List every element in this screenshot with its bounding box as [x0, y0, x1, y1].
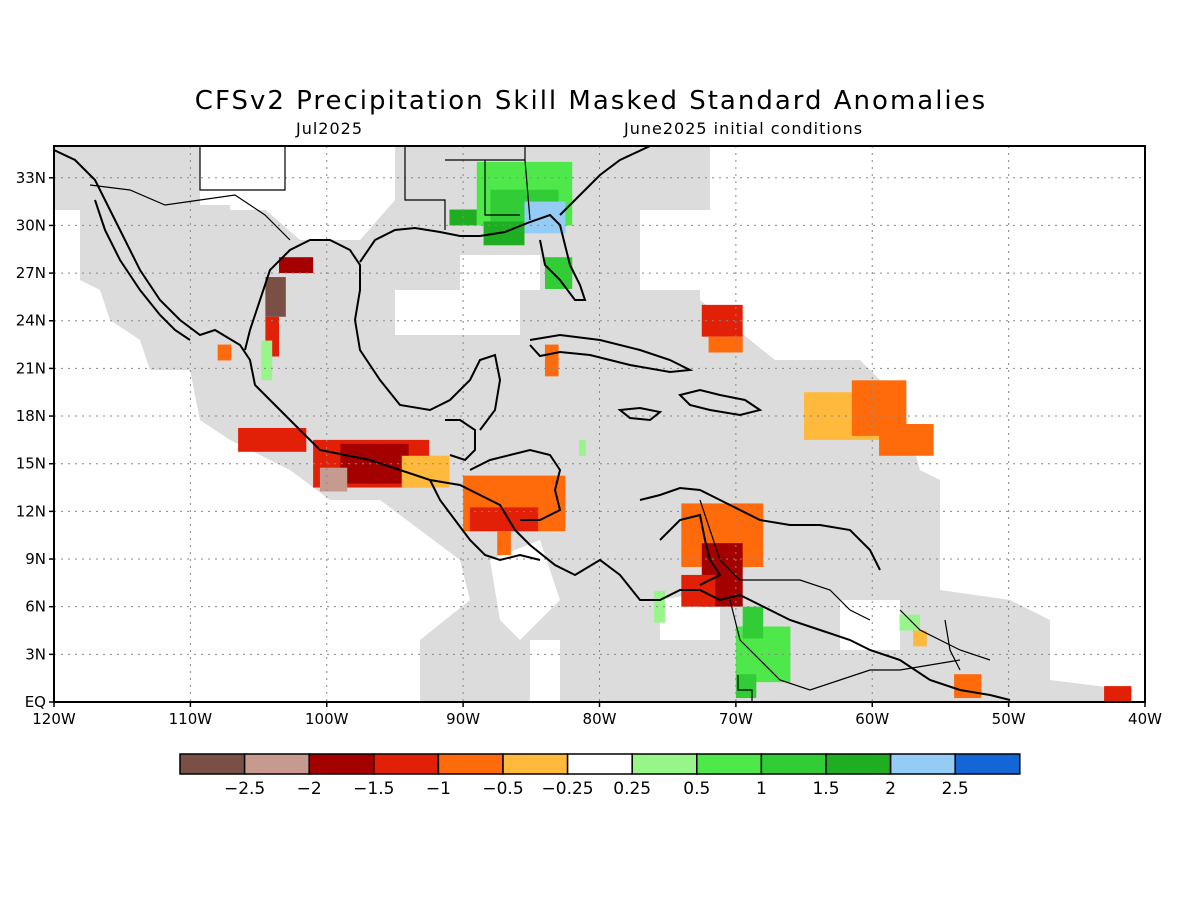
colorbar-swatch: [502, 753, 569, 775]
anomaly-cell: [899, 614, 920, 631]
colorbar-swatch: [825, 753, 892, 775]
colorbar-swatch: [631, 753, 698, 775]
lon-tick-label: 120W: [32, 710, 76, 728]
anomaly-cell: [579, 439, 586, 456]
colorbar-label: 2.5: [942, 779, 969, 799]
coastlines: [54, 146, 1011, 701]
colorbar-swatch: [308, 753, 375, 775]
colorbar: −2.5 −2 −1.5 −1 −0.5 −0.25 0.25 0.5 1 1.5 2 2.5: [179, 753, 1021, 799]
colorbar-label: 0.5: [683, 779, 710, 799]
colorbar-swatch: [760, 753, 827, 775]
colorbar-label: −2: [297, 779, 322, 799]
anomaly-cell: [238, 427, 307, 452]
colorbar-swatch: [889, 753, 956, 775]
colorbar-swatch: [373, 753, 440, 775]
colorbar-label: 2: [885, 779, 896, 799]
anomaly-cell: [954, 674, 982, 699]
lon-tick-label: 90W: [446, 710, 480, 728]
anomaly-cell: [265, 277, 286, 317]
colorbar-swatch: [566, 753, 633, 775]
lat-tick-label: 3N: [25, 645, 46, 663]
valid-month-label: Jul2025: [296, 119, 364, 138]
colorbar-label: 1: [756, 779, 767, 799]
anomaly-cell: [879, 424, 934, 456]
colorbar-swatch: [954, 753, 1021, 775]
colorbar-label: 0.25: [613, 779, 651, 799]
lat-tick-label: 15N: [16, 455, 46, 473]
anomaly-cell: [654, 590, 665, 623]
colorbar-label: −0.5: [482, 779, 523, 799]
lat-tick-label: 27N: [16, 264, 46, 282]
lon-tick-label: 50W: [992, 710, 1026, 728]
lat-tick-label: 30N: [16, 216, 46, 234]
lon-tick-label: 110W: [169, 710, 213, 728]
skill-mask-shading: [54, 146, 1130, 702]
graticule: [54, 146, 1145, 702]
political-borders: [89, 146, 991, 702]
lat-tick-label: 9N: [25, 550, 46, 568]
anomaly-cell: [469, 507, 539, 532]
anomaly-cell: [544, 344, 559, 377]
lat-tick-label: 12N: [16, 502, 46, 520]
map-title: CFSv2 Precipitation Skill Masked Standar…: [194, 86, 988, 116]
colorbar-label: −1: [426, 779, 451, 799]
colorbar-label: −0.25: [542, 779, 594, 799]
lon-tick-label: 80W: [583, 710, 617, 728]
lat-tick-label: 33N: [16, 169, 46, 187]
anomaly-cell: [701, 304, 743, 337]
lon-tick-label: 70W: [719, 710, 753, 728]
anomaly-cell: [497, 531, 511, 556]
anomaly-cell: [217, 344, 232, 361]
initial-conditions-label: June2025 initial conditions: [624, 119, 864, 138]
unmasked-gaps: [230, 190, 900, 702]
anomaly-cell: [913, 630, 927, 647]
lon-tick-label: 100W: [305, 710, 349, 728]
anomaly-cell: [319, 467, 348, 492]
lat-tick-label: 6N: [25, 598, 46, 616]
lat-tick-label: 24N: [16, 312, 46, 330]
colorbar-swatch: [437, 753, 504, 775]
colorbar-label: −2.5: [224, 779, 265, 799]
colorbar-swatch: [179, 753, 246, 775]
anomaly-cell: [735, 674, 757, 699]
anomaly-cell: [708, 336, 743, 353]
colorbar-label: 1.5: [812, 779, 839, 799]
anomaly-cell: [261, 340, 273, 381]
lon-tick-label: 60W: [855, 710, 889, 728]
lat-tick-label: EQ: [25, 693, 46, 711]
lat-tick-label: 18N: [16, 407, 46, 425]
colorbar-swatch: [696, 753, 763, 775]
anomaly-cell: [742, 606, 764, 639]
colorbar-label: −1.5: [353, 779, 394, 799]
anomaly-cell: [279, 257, 314, 274]
lon-tick-label: 40W: [1128, 710, 1162, 728]
anomaly-cell: [1104, 686, 1132, 702]
colorbar-swatch: [243, 753, 310, 775]
lat-tick-label: 21N: [16, 359, 46, 377]
